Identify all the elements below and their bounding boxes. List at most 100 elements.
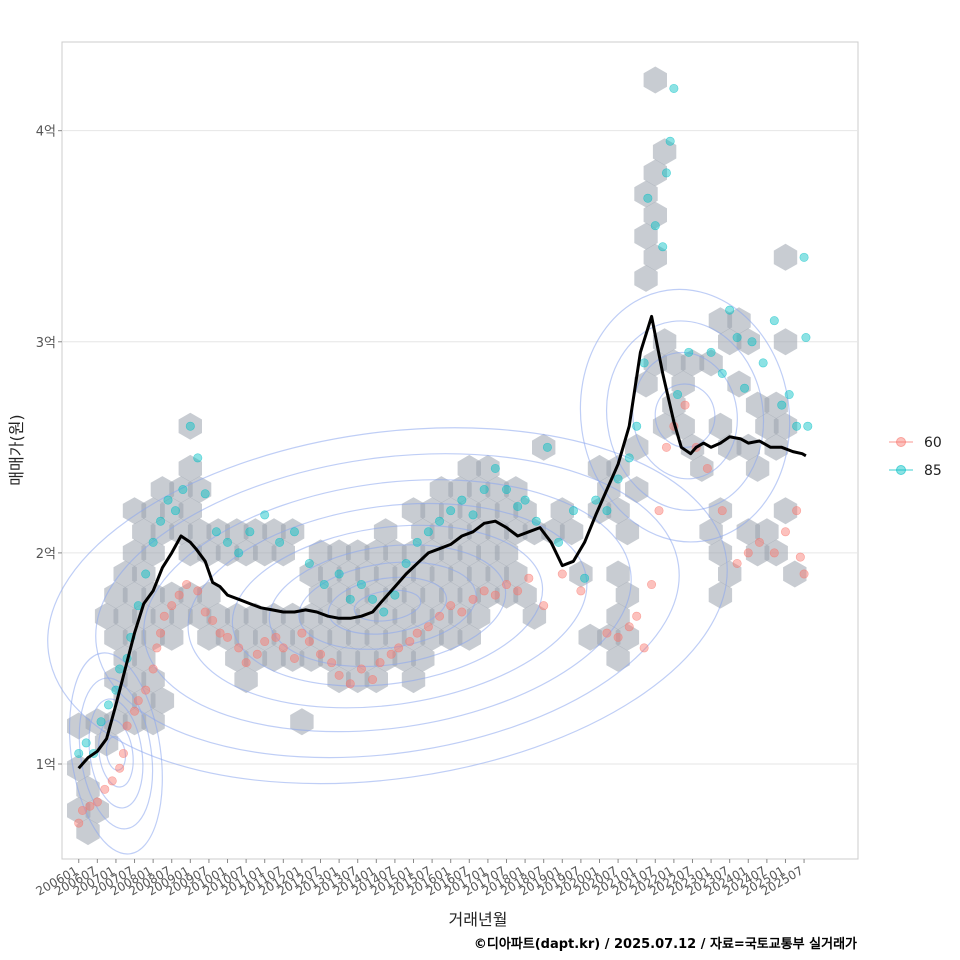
hexbin-cell [466, 518, 491, 546]
point-60 [133, 696, 143, 706]
point-85 [665, 136, 675, 146]
hexbin-cell [85, 708, 109, 736]
contour-line [268, 544, 507, 668]
hexbin-cell [67, 712, 91, 740]
point-60 [490, 590, 500, 600]
point-60 [386, 649, 396, 659]
contour-line [353, 589, 422, 622]
hexbin-cell [280, 644, 305, 672]
point-60 [152, 643, 162, 653]
hexbin-cell [457, 623, 481, 651]
point-60 [435, 611, 445, 621]
point-60 [375, 658, 385, 668]
point-60 [159, 611, 169, 621]
legend-key-point [896, 437, 906, 447]
point-60 [327, 658, 337, 668]
hexbin-cell [606, 560, 630, 588]
hexbin-cell [401, 666, 426, 694]
hexbin-cell [401, 623, 426, 651]
contour-line [605, 320, 765, 511]
point-60 [423, 622, 433, 632]
hexbin-cell [122, 666, 147, 694]
point-60 [252, 649, 262, 659]
point-85 [96, 717, 106, 727]
point-60 [702, 463, 712, 473]
point-85 [446, 506, 456, 516]
caption: ©디아파트(dapt.kr) / 2025.07.12 / 자료=국토교통부 실… [474, 936, 857, 952]
point-85 [643, 193, 653, 203]
point-85 [799, 252, 809, 262]
point-85 [211, 527, 221, 537]
hexbin-cell [727, 370, 751, 398]
hexbin-cell [113, 560, 137, 588]
contour-line [95, 453, 680, 759]
point-85 [200, 489, 210, 499]
point-60 [260, 637, 270, 647]
hexbin-cell [429, 602, 454, 630]
point-60 [115, 763, 125, 773]
point-60 [122, 721, 132, 731]
point-85 [531, 516, 541, 526]
hexbin-cell [476, 497, 500, 525]
point-60 [732, 558, 742, 568]
hexbin-cell [280, 602, 305, 630]
point-85 [289, 527, 299, 537]
hexbin-cell [364, 623, 388, 651]
point-85 [390, 590, 400, 600]
point-85 [658, 242, 668, 252]
hexbin-cell [615, 581, 640, 609]
hexbin-cell [132, 687, 156, 715]
hexbin-cell [150, 687, 175, 715]
hexbin-cell [327, 623, 351, 651]
point-60 [107, 776, 117, 786]
hexbin-cell [355, 644, 379, 672]
point-60 [639, 643, 649, 653]
contour-line [654, 383, 716, 448]
hexbin-cell [699, 518, 723, 546]
hexbin-cell [634, 264, 658, 292]
point-60 [223, 632, 233, 642]
hexbin-cell [308, 539, 333, 567]
point-85 [661, 168, 671, 178]
point-85 [717, 368, 727, 378]
point-60 [368, 675, 378, 685]
hexbin-cell [373, 518, 398, 546]
point-85 [747, 337, 757, 347]
point-85 [639, 358, 649, 368]
point-60 [208, 615, 218, 625]
point-60 [717, 506, 727, 516]
point-60 [769, 548, 779, 558]
point-60 [215, 628, 225, 638]
point-60 [412, 628, 422, 638]
hexbin-cell [439, 581, 463, 609]
point-85 [684, 347, 694, 357]
hexbin-cell [150, 476, 175, 504]
hexbin-cell [187, 518, 212, 546]
y-tick-label: 2억 [36, 547, 56, 562]
hexbin-layer [67, 66, 807, 846]
hexbin-cell [225, 602, 249, 630]
point-60 [200, 607, 210, 617]
hexbin-cell [113, 602, 137, 630]
hexbin-cell [373, 602, 398, 630]
point-85 [468, 510, 478, 520]
legend-label: 60 [924, 435, 942, 451]
point-60 [743, 548, 753, 558]
point-85 [784, 390, 794, 400]
hexbin-cell [652, 138, 677, 166]
hexbin-cell [634, 370, 658, 398]
hexbin-cell [643, 66, 667, 94]
hexbin-cell [318, 560, 342, 588]
hexbin-cell [457, 454, 481, 482]
point-85 [706, 347, 716, 357]
hexbin-cell [104, 623, 128, 651]
point-60 [446, 601, 456, 611]
point-60 [130, 706, 140, 716]
point-85 [423, 527, 433, 537]
hexbin-cell [718, 328, 742, 356]
hexbin-cell [773, 497, 798, 525]
point-60 [182, 580, 192, 590]
hexbin-cell [243, 518, 268, 546]
hexbin-cell [132, 518, 156, 546]
hexbin-cell [513, 497, 537, 525]
